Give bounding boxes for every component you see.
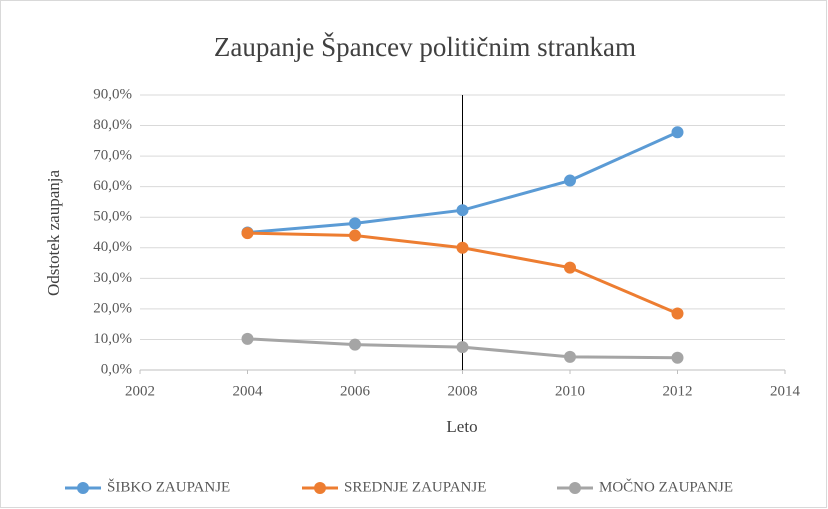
y-tick-label: 20,0% [93,300,132,316]
point [671,126,684,139]
point [671,307,684,320]
legend-marker [314,482,326,494]
point [456,241,469,254]
legend-marker [77,482,89,494]
point [349,217,361,230]
point [671,351,684,364]
y-tick-label: 50,0% [93,209,132,225]
y-tick-label: 0,0% [101,361,132,377]
x-tick-label: 2008 [448,383,478,399]
y-tick-label: 80,0% [93,117,132,133]
point [564,174,576,187]
x-tick-label: 2004 [233,383,264,399]
y-tick-label: 30,0% [93,270,132,286]
y-axis-title: Odstotek zaupanja [44,170,63,296]
x-tick-label: 2006 [340,383,371,399]
point [564,350,576,363]
x-tick-label: 2014 [770,383,801,399]
x-axis-title: Leto [446,417,477,436]
y-tick-label: 40,0% [93,239,132,255]
legend-marker [569,482,581,494]
y-tick-label: 60,0% [93,178,132,194]
chart-title: Zaupanje Špancev političnim strankam [214,32,636,62]
legend-label: MOČNO ZAUPANJE [599,478,733,495]
x-tick-label: 2010 [555,383,585,399]
point [241,332,254,345]
point [564,261,576,274]
legend-label: SREDNJE ZAUPANJE [344,479,486,495]
point [456,341,469,354]
y-tick-label: 70,0% [93,148,132,164]
point [456,204,469,217]
y-tick-label: 10,0% [93,331,132,347]
point [349,229,361,242]
point [241,227,254,240]
y-tick-label: 90,0% [93,86,132,102]
point [349,338,361,351]
x-tick-label: 2002 [125,383,155,399]
legend-label: ŠIBKO ZAUPANJE [107,478,230,495]
x-tick-label: 2012 [663,383,693,399]
